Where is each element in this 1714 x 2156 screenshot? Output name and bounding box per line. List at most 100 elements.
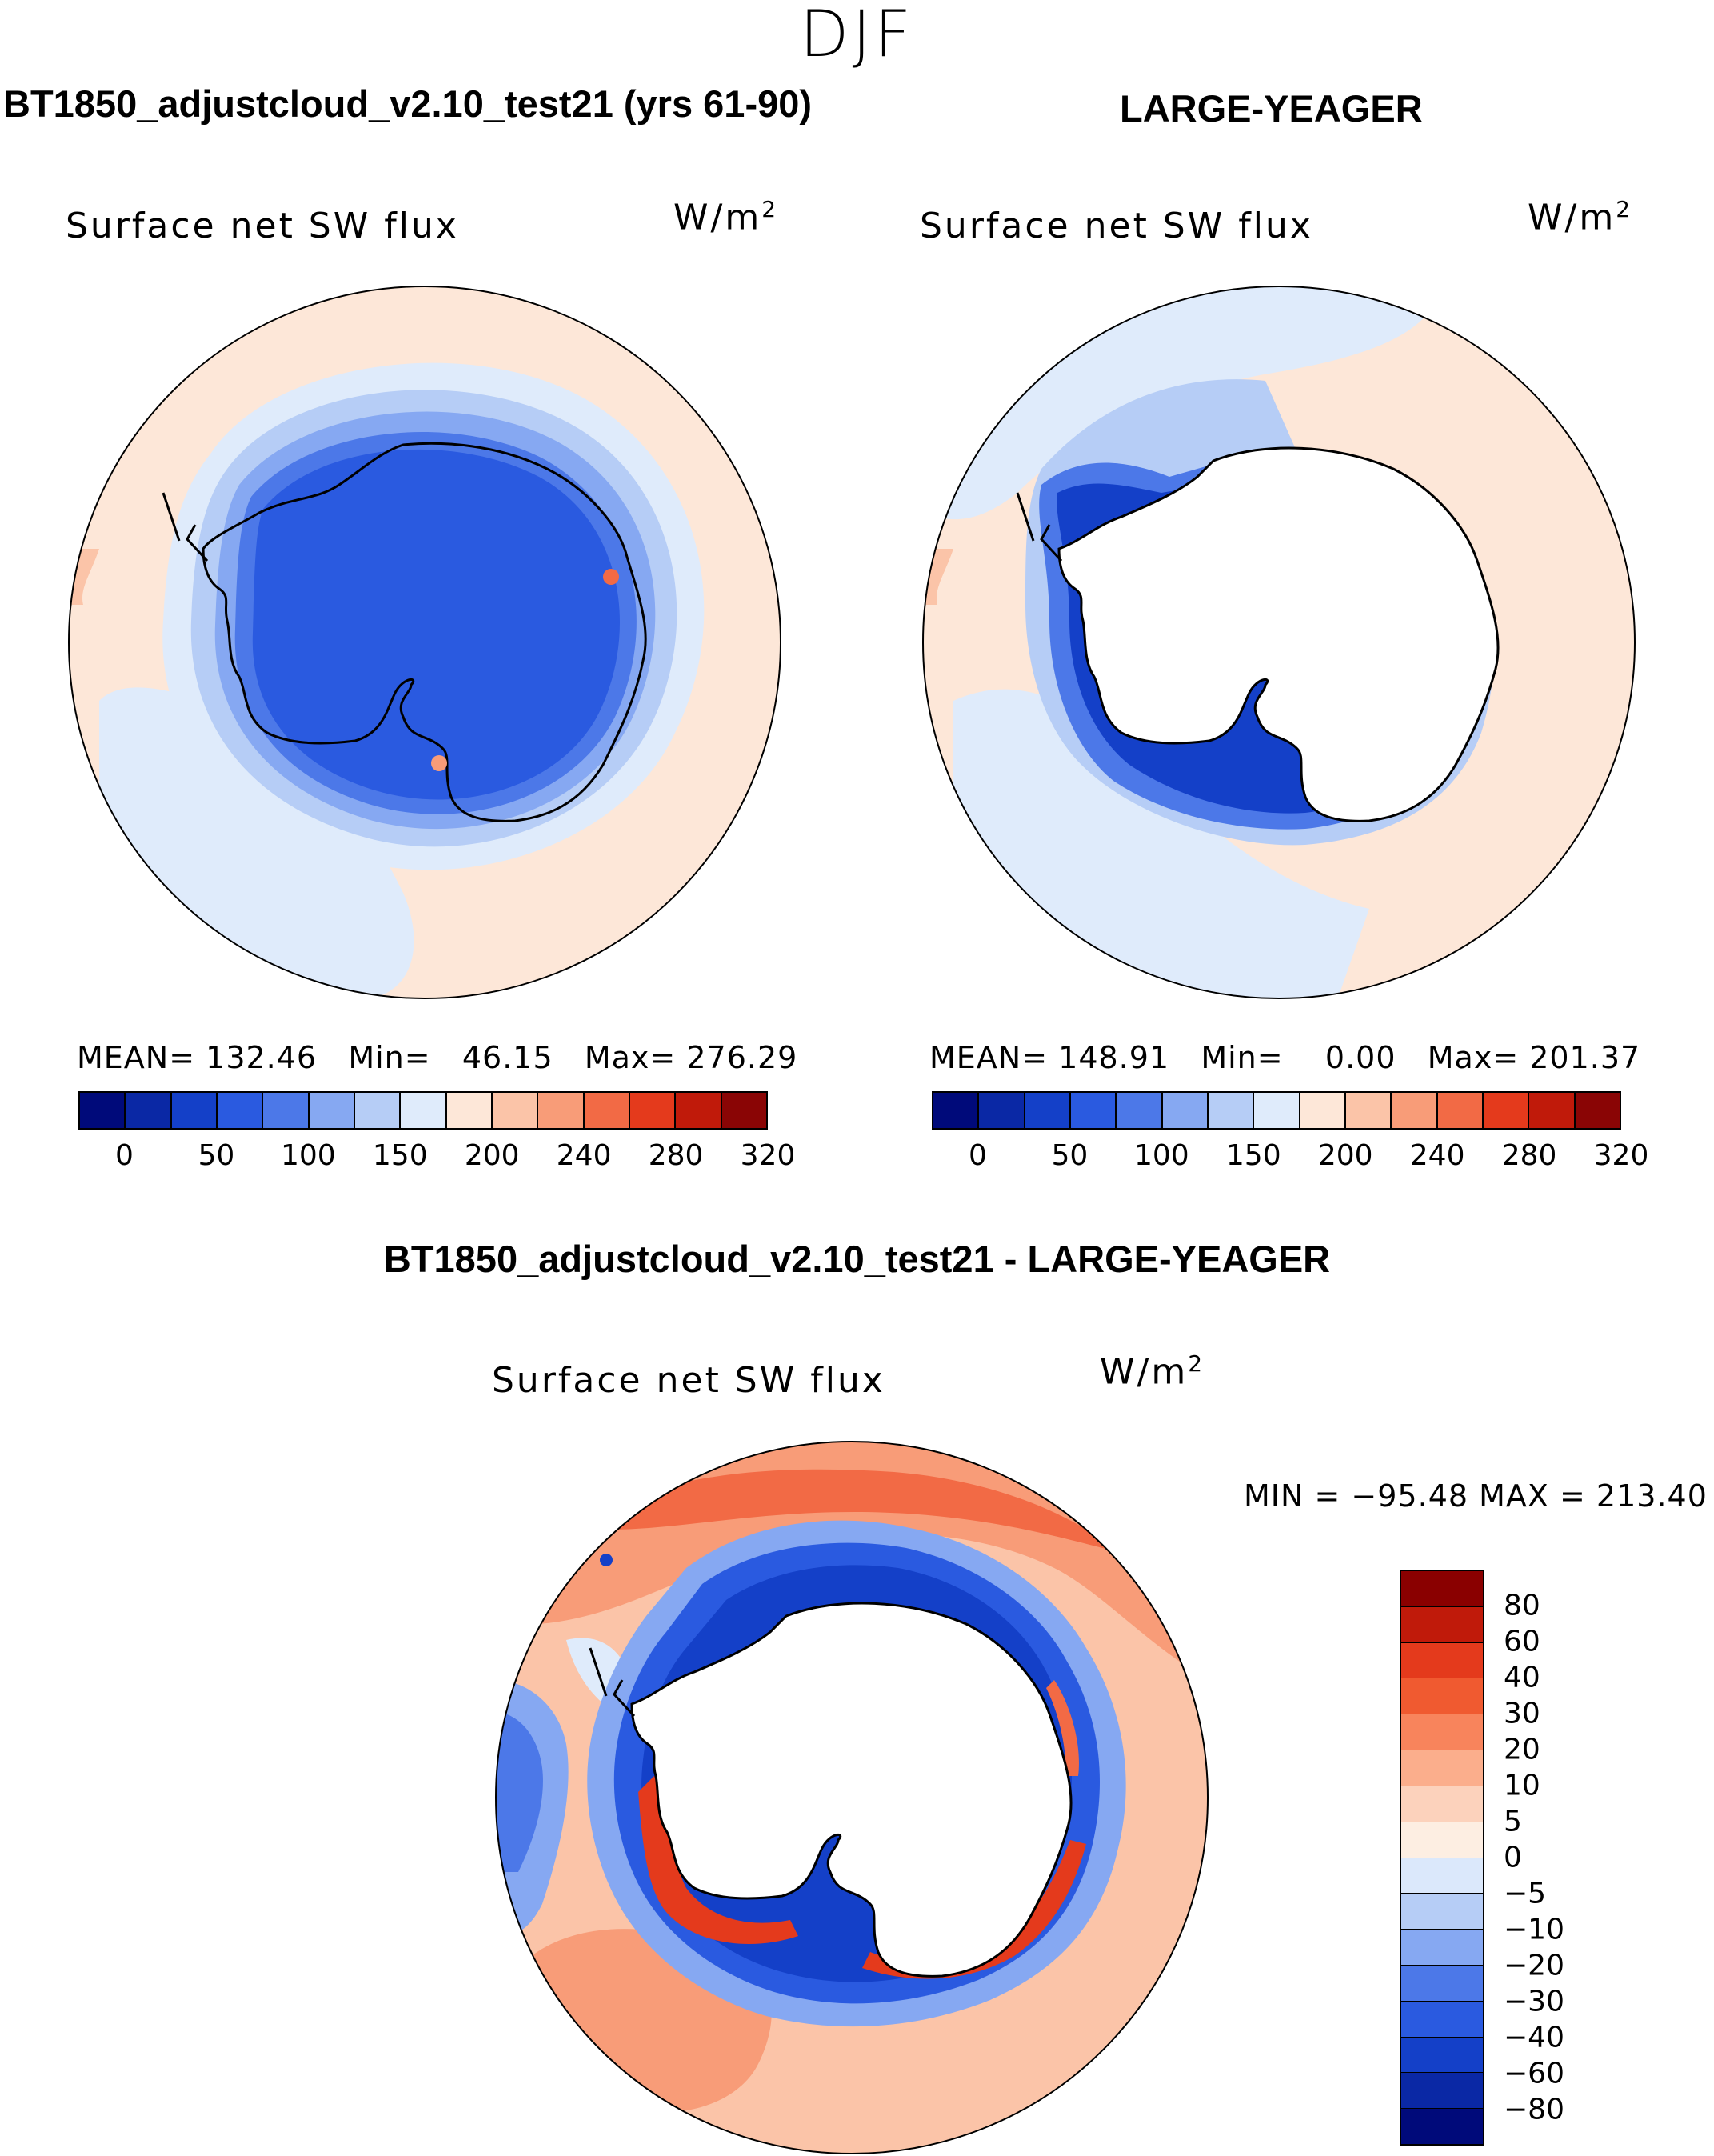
colorbar-tick-label: 150 <box>372 1139 428 1172</box>
map-left-coastline <box>202 442 647 822</box>
colorbar-swatch <box>171 1093 218 1128</box>
colorbar-swatch <box>309 1093 355 1128</box>
colorbar-tick-label: 100 <box>1133 1139 1189 1172</box>
colorbar-swatch <box>1401 1642 1483 1679</box>
map-right <box>922 286 1636 999</box>
colorbar-tick-label: 30 <box>1504 1697 1540 1730</box>
colorbar-swatch <box>584 1093 630 1128</box>
panel-bottom-variable: Surface net SW flux <box>492 1360 885 1401</box>
colorbar-tick-label: −5 <box>1504 1877 1547 1910</box>
colorbar-tick-label: 0 <box>1504 1841 1522 1874</box>
colorbar-swatch <box>126 1093 172 1128</box>
colorbar-swatch <box>1529 1093 1576 1128</box>
colorbar-swatch <box>1401 2001 1483 2038</box>
colorbar-swatch <box>1401 2109 1483 2144</box>
colorbar-swatch <box>1401 1606 1483 1643</box>
colorbar-swatch <box>1401 1571 1483 1607</box>
colorbar-tick-label: 240 <box>1409 1139 1465 1172</box>
colorbar-tick-label: −10 <box>1504 1913 1564 1946</box>
colorbar-tick-label: 150 <box>1225 1139 1281 1172</box>
colorbar-swatch <box>1483 1093 1530 1128</box>
colorbar-swatch <box>1254 1093 1300 1128</box>
colorbar-diff-ticks: 80 60 40 30 20 10 5 0 −5 −10 −20 −30 −40 −60 −80 <box>1504 1570 1664 2146</box>
map-diff <box>495 1441 1209 2154</box>
colorbar-tick-label: 320 <box>740 1139 796 1172</box>
colorbar-tick-label: −30 <box>1504 1985 1564 2018</box>
colorbar-tick-label: −20 <box>1504 1949 1564 1982</box>
colorbar-tick-label: 280 <box>648 1139 704 1172</box>
colorbar-left <box>78 1091 768 1130</box>
panel-left-variable: Surface net SW flux <box>66 206 459 246</box>
colorbar-swatch <box>1392 1093 1438 1128</box>
panel-bottom-title: BT1850_adjustcloud_v2.10_test21 - LARGE-… <box>383 1238 1331 1280</box>
colorbar-swatch <box>1401 1858 1483 1894</box>
panel-bottom-minmax: MIN = −95.48 MAX = 213.40 <box>1244 1478 1708 1514</box>
colorbar-swatch <box>979 1093 1025 1128</box>
colorbar-swatch <box>1401 1786 1483 1822</box>
colorbar-left-ticks: 0 50 100 150 200 240 280 320 <box>78 1139 795 1179</box>
colorbar-swatch <box>263 1093 310 1128</box>
panel-bottom-units: W/m2 <box>1100 1350 1205 1393</box>
panel-right-variable: Surface net SW flux <box>920 206 1313 246</box>
colorbar-right <box>932 1091 1621 1130</box>
panel-right-title: LARGE-YEAGER <box>1120 87 1423 130</box>
colorbar-swatch <box>401 1093 447 1128</box>
colorbar-swatch <box>1575 1093 1620 1128</box>
colorbar-tick-label: 320 <box>1593 1139 1649 1172</box>
map-diff-continent <box>630 1602 1073 1978</box>
panel-left-units: W/m2 <box>673 196 779 238</box>
colorbar-tick-label: 40 <box>1504 1661 1540 1694</box>
map-left <box>68 286 781 999</box>
colorbar-swatch <box>1345 1093 1392 1128</box>
colorbar-swatch <box>721 1093 766 1128</box>
colorbar-swatch <box>1401 1750 1483 1786</box>
map-right-continent <box>1057 446 1500 822</box>
panel-right-units: W/m2 <box>1528 196 1633 238</box>
colorbar-tick-label: 100 <box>280 1139 336 1172</box>
colorbar-swatch <box>1401 1930 1483 1966</box>
panel-left-stats: MEAN= 132.46 Min= 46.15 Max= 276.29 <box>77 1040 798 1075</box>
colorbar-tick-label: 5 <box>1504 1805 1522 1838</box>
colorbar-tick-label: −60 <box>1504 2057 1564 2090</box>
colorbar-swatch <box>80 1093 126 1128</box>
colorbar-swatch <box>538 1093 585 1128</box>
colorbar-tick-label: 10 <box>1504 1769 1540 1802</box>
colorbar-swatch <box>1401 1894 1483 1930</box>
colorbar-tick-label: 280 <box>1501 1139 1557 1172</box>
colorbar-tick-label: 50 <box>1051 1139 1089 1172</box>
colorbar-tick-label: 80 <box>1504 1589 1540 1622</box>
colorbar-tick-label: 0 <box>115 1139 134 1172</box>
colorbar-swatch <box>1300 1093 1346 1128</box>
colorbar-swatch <box>1401 2037 1483 2074</box>
colorbar-tick-label: 60 <box>1504 1625 1540 1658</box>
colorbar-swatch <box>1401 2073 1483 2110</box>
colorbar-swatch <box>217 1093 264 1128</box>
colorbar-swatch <box>1025 1093 1071 1128</box>
colorbar-swatch <box>1117 1093 1163 1128</box>
colorbar-swatch <box>446 1093 493 1128</box>
colorbar-swatch <box>676 1093 722 1128</box>
colorbar-tick-label: 240 <box>556 1139 612 1172</box>
colorbar-swatch <box>1401 1714 1483 1751</box>
colorbar-tick-label: 200 <box>464 1139 520 1172</box>
colorbar-diff <box>1400 1570 1484 2146</box>
colorbar-swatch <box>492 1093 539 1128</box>
panel-right-stats: MEAN= 148.91 Min= 0.00 Max= 201.37 <box>929 1040 1641 1075</box>
colorbar-swatch <box>354 1093 402 1128</box>
colorbar-tick-label: 0 <box>969 1139 987 1172</box>
colorbar-tick-label: 50 <box>198 1139 235 1172</box>
colorbar-swatch <box>1070 1093 1117 1128</box>
colorbar-tick-label: 200 <box>1317 1139 1373 1172</box>
panel-left-title: BT1850_adjustcloud_v2.10_test21 (yrs 61-… <box>3 82 813 125</box>
map-left-interior <box>252 449 621 800</box>
colorbar-right-ticks: 0 50 100 150 200 240 280 320 <box>932 1139 1648 1179</box>
colorbar-swatch <box>1401 1822 1483 1858</box>
colorbar-tick-label: 20 <box>1504 1733 1540 1766</box>
season-title: DJF <box>799 0 915 71</box>
colorbar-tick-label: −80 <box>1504 2093 1564 2126</box>
colorbar-tick-label: −40 <box>1504 2021 1564 2054</box>
colorbar-swatch <box>1208 1093 1255 1128</box>
colorbar-swatch <box>1401 1678 1483 1715</box>
colorbar-swatch <box>933 1093 980 1128</box>
colorbar-swatch <box>1437 1093 1484 1128</box>
